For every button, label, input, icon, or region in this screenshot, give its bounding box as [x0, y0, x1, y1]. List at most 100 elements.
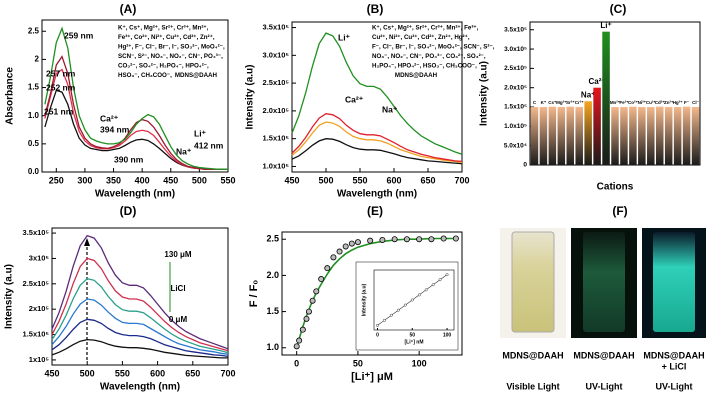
inset-frame: [355, 261, 459, 351]
x-tick-label: 300: [77, 175, 92, 185]
vial-1: [511, 231, 555, 333]
annotation: LiCl: [170, 284, 185, 293]
y-axis-label: F / F₀: [248, 280, 260, 308]
light-caption: Visible Light: [506, 381, 559, 391]
x-tick-label: 350: [106, 175, 121, 185]
y-tick-label: 3x10⁵: [29, 253, 50, 262]
point: [389, 313, 393, 317]
legend-text: H₂PO₄⁻, HPO₄²⁻, HSO₃⁻, CH₃COO⁻,: [372, 63, 477, 70]
annotation: 412 nm: [194, 140, 224, 150]
bar: [691, 107, 700, 165]
annotation: 390 nm: [114, 154, 144, 164]
point: [391, 236, 398, 243]
point: [299, 326, 306, 333]
plot-frame: [51, 227, 229, 366]
bar: [584, 101, 592, 165]
x-tick-label: 100: [443, 332, 452, 338]
annotation: Li⁺: [194, 128, 207, 138]
x-tick-label: 100: [412, 358, 427, 368]
y-tick-label: 2.5: [28, 26, 40, 35]
bar: [611, 107, 619, 165]
legend-text: MDNS@DAAH: [395, 72, 438, 79]
annotation: 394 nm: [100, 124, 130, 134]
category-label: Hg²⁺: [673, 100, 683, 105]
legend-text: CO₃²⁻, SO₄²⁻, H₂PO₄⁻, HPO₄²⁻,: [118, 63, 209, 70]
annotation: 130 μM: [164, 250, 191, 259]
point: [431, 283, 435, 287]
series-line: [44, 26, 228, 170]
legend-text: F⁻, Cl⁻, Br⁻, I⁻, SO₄²⁻, MoO₄²⁻, SCN⁻, S…: [372, 44, 495, 51]
category-label: Sr²⁺: [566, 100, 575, 105]
y-axis-label: Intensity (a.u): [4, 264, 15, 329]
y-axis-label: Absorbance: [5, 67, 16, 125]
y-tick-label: 1.0x10⁵: [504, 123, 527, 130]
annotation: Li⁺: [338, 32, 351, 42]
x-axis-label: Wavelength (nm): [337, 189, 417, 200]
point: [452, 235, 459, 242]
point: [330, 254, 337, 261]
legend-text: HSO₃⁻, CH₃COO⁻,: [118, 72, 172, 79]
category-label: Cs⁺: [548, 100, 557, 105]
plot-frame: [41, 19, 229, 173]
series-line: [51, 234, 229, 350]
x-tick-label: 700: [220, 368, 235, 378]
y-tick-label: 2x10⁵: [29, 304, 50, 313]
bar: [548, 106, 557, 165]
point: [417, 293, 421, 297]
point: [428, 236, 435, 243]
annotation: Na⁺: [176, 146, 192, 156]
x-tick-label: 500: [80, 368, 95, 378]
point: [324, 265, 331, 272]
y-tick-label: 3.5x10⁵: [23, 228, 50, 237]
x-tick-label: 550: [220, 175, 235, 185]
category-label: Fe³⁺: [619, 100, 629, 105]
panel-label: (E): [367, 204, 383, 218]
vial-3: [653, 232, 695, 332]
bar: [620, 107, 628, 165]
photo-caption: MDNS@DAAH: [502, 350, 563, 360]
point: [403, 303, 407, 307]
bar: [539, 107, 548, 165]
category-label: Zn²⁺: [664, 100, 674, 105]
bar: [655, 106, 664, 165]
x-axis-label: Wavelength (nm): [95, 189, 175, 200]
series-line: [291, 121, 463, 164]
panel-label: (B): [367, 2, 384, 16]
y-tick-label: 1.0: [28, 111, 40, 120]
point: [424, 288, 428, 292]
plot-frame: [281, 231, 463, 356]
category-label: Cl⁻: [692, 100, 700, 105]
bar: [557, 107, 566, 165]
light-caption: UV-Light: [656, 381, 693, 391]
bar: [629, 106, 637, 165]
y-tick-label: 3.0x10⁵: [263, 50, 290, 59]
arrow-head: [84, 238, 90, 246]
series-line: [51, 298, 229, 355]
annotation: 259 nm: [64, 30, 94, 40]
category-label: F⁻: [684, 100, 690, 105]
x-tick-label: 50: [409, 332, 415, 338]
y-tick-label: 2: [35, 55, 40, 64]
y-tick-label: 3.0x10⁵: [504, 46, 527, 53]
series-line: [51, 338, 228, 359]
annotation: 251 nm: [44, 106, 74, 116]
category-label: Na⁺: [581, 90, 595, 99]
annotation: 0 μM: [169, 315, 188, 324]
point: [354, 239, 361, 246]
y-tick-label: 1.5x10⁵: [504, 104, 527, 111]
y-tick-label: 1x10⁵: [29, 355, 50, 364]
panel-label: (A): [120, 2, 137, 16]
x-tick-label: 450: [44, 368, 59, 378]
x-tick-label: 500: [192, 175, 207, 185]
bar: [682, 106, 691, 165]
x-axis-label: Cations: [597, 182, 634, 193]
category-label: Mn²⁺: [610, 100, 621, 105]
category-label: Ni²⁺: [638, 100, 647, 105]
y-tick-label: 2.0: [266, 270, 279, 280]
y-axis-label: Intensity (a.u): [245, 64, 256, 129]
series-line: [51, 277, 229, 354]
series-line: [51, 318, 229, 358]
y-tick-label: 2.5x10⁵: [504, 65, 527, 72]
x-axis-label: [Li⁺] μM: [351, 371, 393, 383]
